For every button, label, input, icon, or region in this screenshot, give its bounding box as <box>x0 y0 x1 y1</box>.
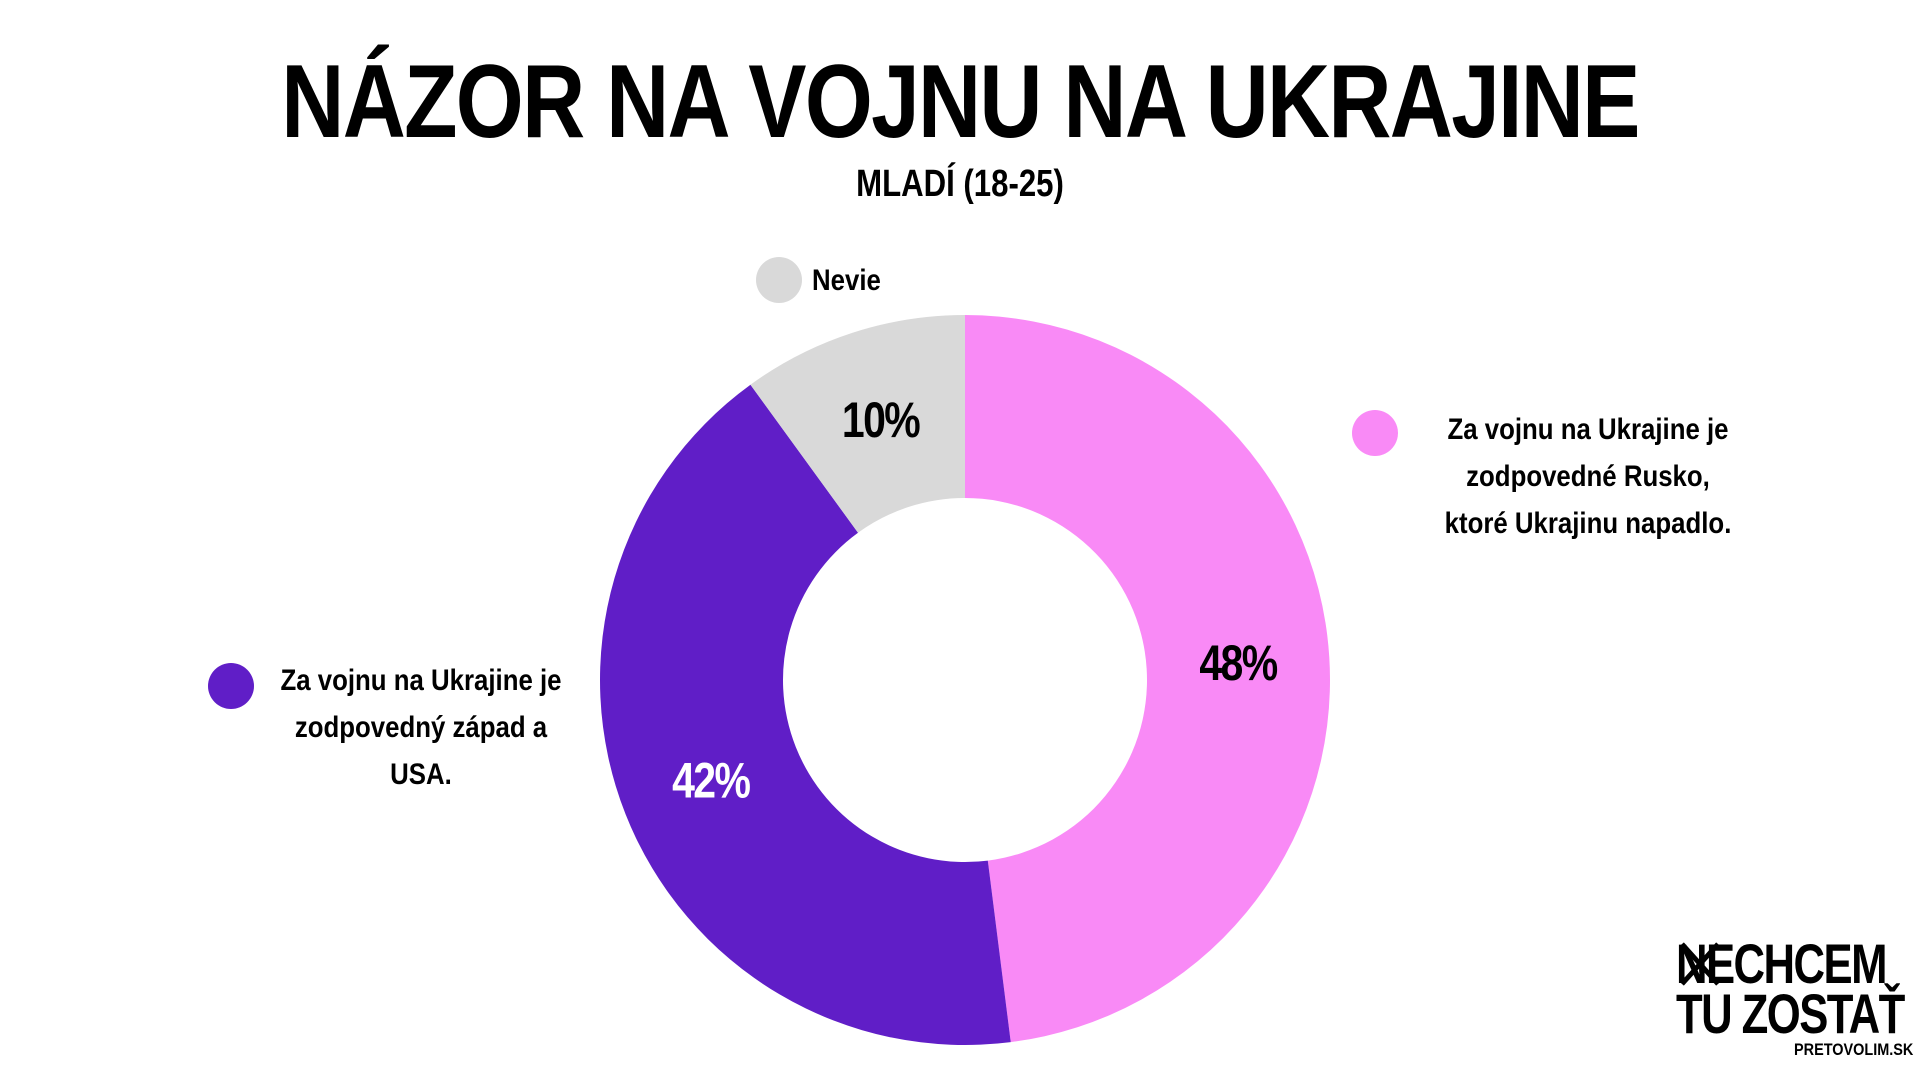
logo: NECHCEM TU ZOSTAŤ PRETOVOLIM.SK <box>1676 936 1916 1066</box>
logo-line-2: TU ZOSTAŤ <box>1676 982 1905 1045</box>
chart-subtitle: MLADÍ (18-25) <box>856 163 1064 205</box>
logo-cross-mark <box>1680 942 1720 986</box>
value-label-zapad: 42% <box>672 753 750 809</box>
logo-site: PRETOVOLIM.SK <box>1794 1040 1914 1059</box>
legend-label-rusko: Za vojnu na Ukrajine je zodpovedné Rusko… <box>1444 413 1732 540</box>
legend-label-zapad: Za vojnu na Ukrajine je zodpovedný západ… <box>280 664 562 791</box>
logo-line-1: NECHCEM <box>1676 932 1887 995</box>
value-label-rusko: 48% <box>1199 635 1277 691</box>
legend-label-nevie: Nevie <box>812 264 881 297</box>
chart-title: NÁZOR NA VOJNU NA UKRAJINE <box>281 44 1640 160</box>
legend-swatch-rusko <box>1352 410 1398 456</box>
legend-swatch-zapad <box>208 663 254 709</box>
slice-rusko <box>965 315 1330 1043</box>
slice-zapad <box>600 384 1011 1045</box>
slice-nevie <box>750 315 965 533</box>
value-label-nevie: 10% <box>842 392 920 448</box>
legend-swatch-nevie <box>756 257 802 303</box>
